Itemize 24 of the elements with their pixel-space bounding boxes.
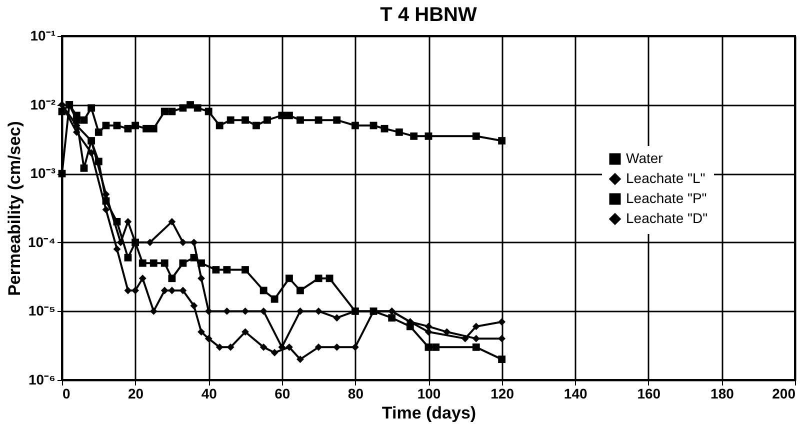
x-tick-label: 120 — [490, 386, 514, 402]
y-tick-label: 10⁻⁶ — [28, 372, 56, 388]
x-tick-label: 80 — [348, 386, 364, 402]
x-tick-label: 100 — [417, 386, 441, 402]
legend-label: Leachate "L" — [626, 170, 706, 186]
y-tick-label: 10⁻³ — [30, 165, 56, 182]
legend-label: Leachate "P" — [626, 190, 707, 206]
x-tick-label: 160 — [637, 386, 661, 402]
y-tick-label: 10⁻⁴ — [28, 234, 56, 250]
x-tick-label: 200 — [772, 386, 796, 402]
y-axis-title: Permeability (cm/sec) — [5, 121, 24, 296]
legend-label: Water — [626, 150, 664, 166]
x-tick-label: 180 — [710, 386, 734, 402]
x-tick-label: 40 — [201, 386, 218, 402]
y-tick-label: 10⁻⁵ — [28, 302, 56, 319]
x-tick-label: 20 — [128, 386, 144, 402]
y-tick-label: 10⁻¹ — [30, 28, 56, 44]
x-tick-label: 0 — [62, 386, 70, 402]
legend-label: Leachate "D" — [626, 210, 708, 226]
y-tick-label: 10⁻² — [30, 96, 56, 112]
x-axis-title: Time (days) — [382, 404, 476, 422]
x-tick-label: 60 — [274, 386, 290, 402]
chart-title: T 4 HBNW — [380, 4, 477, 26]
x-tick-label: 140 — [564, 386, 588, 402]
